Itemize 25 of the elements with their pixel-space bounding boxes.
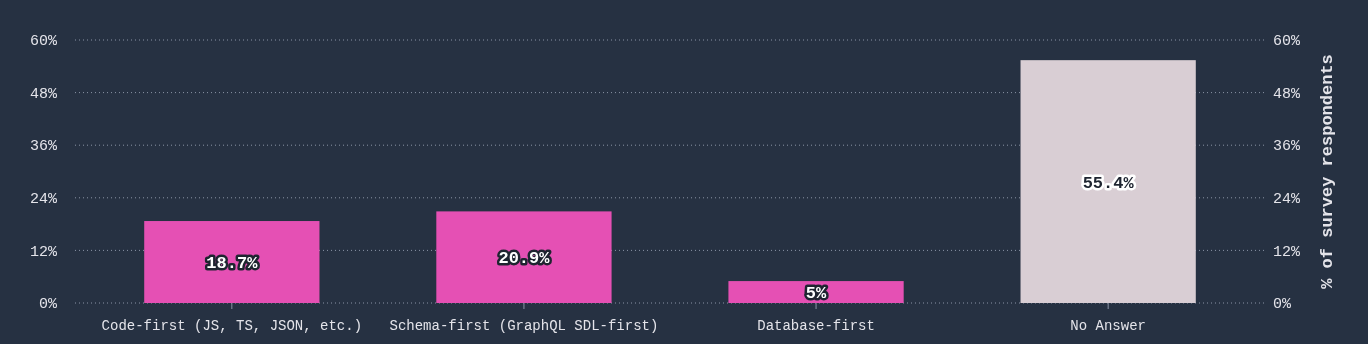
y2-tick-label: 0% bbox=[1273, 296, 1292, 314]
data-label: 55.4% bbox=[1082, 173, 1135, 193]
y-tick-label: 24% bbox=[29, 191, 58, 209]
y2-tick-label: 48% bbox=[1273, 85, 1301, 103]
y-tick-label: 0% bbox=[38, 296, 58, 314]
y2-tick-label: 24% bbox=[1273, 191, 1301, 209]
data-label: 5% bbox=[805, 283, 828, 303]
x-tick-label: Code-first (JS, TS, JSON, etc.) bbox=[101, 318, 363, 334]
x-tick-label: Schema-first (GraphQL SDL-first) bbox=[389, 318, 659, 334]
y2-tick-label: 36% bbox=[1273, 138, 1301, 156]
y-tick-label: 12% bbox=[29, 243, 58, 261]
y-tick-label: 60% bbox=[29, 33, 58, 51]
y-tick-label: 48% bbox=[29, 85, 58, 103]
bar bbox=[1020, 60, 1196, 303]
y-tick-label: 36% bbox=[29, 138, 58, 156]
y2-tick-label: 12% bbox=[1273, 243, 1301, 261]
data-label: 18.7% bbox=[206, 253, 259, 273]
bar bbox=[728, 281, 904, 303]
data-label: 20.9% bbox=[498, 249, 551, 269]
x-tick-label: No Answer bbox=[1070, 318, 1146, 334]
y2-tick-label: 60% bbox=[1273, 33, 1301, 51]
y2-axis-title: % of survey respondents bbox=[1318, 54, 1337, 289]
bar bbox=[144, 221, 320, 303]
x-tick-label: Database-first bbox=[757, 318, 875, 334]
bar bbox=[436, 211, 612, 303]
